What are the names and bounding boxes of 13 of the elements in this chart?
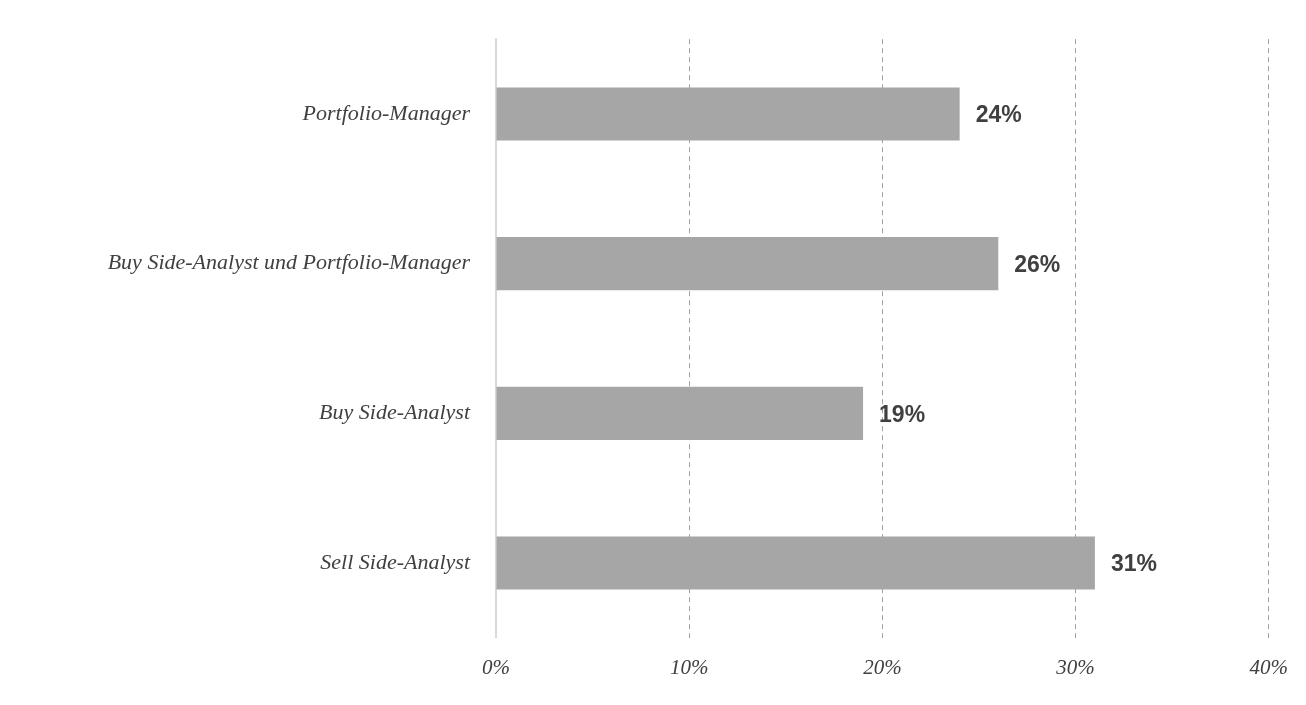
x-tick-label: 10% — [669, 654, 709, 679]
data-label: 24% — [975, 101, 1022, 128]
y-tick-label: Portfolio-Manager — [301, 99, 471, 125]
x-tick-label: 30% — [1055, 654, 1095, 679]
y-tick-label: Buy Side-Analyst — [319, 399, 471, 425]
x-tick-label: 20% — [863, 654, 902, 679]
data-label: 31% — [1110, 550, 1157, 577]
y-tick-label: Buy Side-Analyst und Portfolio-Manager — [107, 249, 471, 275]
y-tick-label: Sell Side-Analyst — [320, 548, 471, 574]
data-label: 26% — [1014, 251, 1061, 278]
x-tick-label: 40% — [1249, 654, 1288, 679]
data-label: 19% — [879, 400, 926, 427]
x-tick-label: 0% — [482, 654, 510, 679]
